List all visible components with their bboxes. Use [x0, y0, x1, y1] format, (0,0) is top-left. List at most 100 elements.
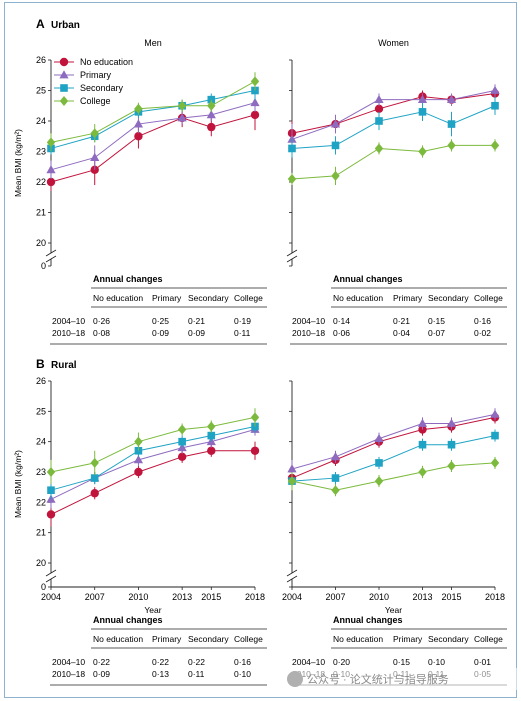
x-tick-label: 2013 [412, 592, 432, 602]
axis-break-mark [286, 255, 298, 263]
figure-frame [4, 2, 517, 698]
data-point [330, 452, 341, 461]
annual-cell: 0·26 [93, 316, 110, 326]
annual-cell: 0·15 [393, 657, 410, 667]
annual-cell: 0·04 [393, 328, 410, 338]
annual-col-header: Primary [152, 634, 182, 644]
annual-row-label: 2010–18 [52, 328, 85, 338]
series-secondary [288, 96, 499, 158]
annual-cell: 0·13 [152, 669, 169, 679]
legend-label: College [80, 96, 111, 106]
axis-break-mark [45, 249, 57, 257]
series-line [291, 462, 496, 491]
y-tick-label: 20 [36, 558, 46, 568]
data-point [446, 94, 457, 104]
y-tick-label-zero: 0 [41, 261, 46, 271]
x-tick-label: 2018 [245, 592, 265, 602]
y-tick-label: 24 [36, 116, 46, 126]
data-point [446, 418, 457, 427]
annual-col-header: No education [333, 293, 383, 303]
data-point [178, 437, 186, 446]
data-point [375, 117, 383, 125]
annual-col-header: No education [93, 293, 143, 303]
annual-cell: 0·16 [234, 657, 251, 667]
data-point [90, 152, 100, 161]
annual-cell: 0·20 [333, 657, 350, 667]
axis-break-mark [286, 575, 298, 583]
annual-cell: 0·02 [474, 328, 491, 338]
series-no-education [46, 99, 260, 192]
annual-cell: 0·22 [152, 657, 169, 667]
data-point [417, 94, 428, 104]
data-point [46, 467, 56, 477]
data-point [90, 489, 99, 498]
annual-changes-title: Annual changes [333, 274, 403, 284]
series-college [287, 456, 500, 497]
annual-cell: 0·21 [393, 316, 410, 326]
panel-title: Rural [51, 360, 77, 371]
panel-letter: B [36, 357, 45, 371]
annual-changes-table: Annual changes No education Primary Seconda… [290, 274, 507, 345]
series-primary [287, 84, 500, 155]
data-point [177, 424, 187, 435]
series-line [50, 80, 256, 143]
data-point [330, 119, 341, 128]
annual-changes-title: Annual changes [93, 274, 163, 284]
y-tick-label-zero: 0 [41, 582, 46, 592]
data-point [447, 460, 456, 471]
annual-row-label: 2004–10 [292, 657, 325, 667]
annual-col-header: College [474, 293, 503, 303]
data-point [490, 85, 500, 94]
data-point [134, 132, 143, 141]
series-no-education [287, 411, 500, 488]
wechat-icon [287, 671, 303, 687]
data-point [491, 431, 499, 440]
series-college [46, 72, 260, 152]
annual-changes-table: Annual changes No education Primary Seconda… [50, 615, 267, 686]
data-point [490, 409, 500, 418]
y-tick-label: 26 [36, 55, 46, 65]
data-point [47, 486, 55, 494]
x-tick-label: 2007 [325, 592, 345, 602]
watermark: 公众号 · 论文统计与指导服务 [287, 668, 517, 690]
data-point [46, 510, 56, 519]
annual-cell: 0·16 [474, 316, 491, 326]
data-point [207, 431, 216, 440]
data-point [331, 474, 340, 482]
data-point [374, 94, 384, 104]
annual-changes-table: Annual changes No education Primary Seconda… [50, 274, 267, 345]
series-no-education [46, 441, 260, 527]
series-line [50, 102, 256, 171]
data-point [90, 457, 99, 468]
legend-marker [59, 70, 69, 79]
y-tick-label: 23 [36, 147, 46, 157]
data-point [46, 177, 56, 187]
data-point [207, 446, 216, 455]
annual-cell: 0·22 [93, 657, 110, 667]
data-point [418, 467, 427, 477]
series-secondary [47, 81, 259, 155]
y-tick-label: 21 [36, 528, 46, 538]
y-tick-label: 21 [36, 208, 46, 218]
data-point [206, 110, 216, 119]
facet-title: Women [378, 38, 409, 48]
annual-col-header: Secondary [428, 634, 469, 644]
legend-label: Primary [80, 70, 111, 80]
annual-row-label: 2010–18 [52, 669, 85, 679]
y-tick-label: 20 [36, 238, 46, 248]
data-point [374, 433, 384, 443]
data-point [287, 134, 297, 143]
annual-col-header: College [234, 634, 263, 644]
data-point [418, 146, 427, 157]
series-line [50, 450, 255, 515]
annual-cell: 0·10 [234, 669, 251, 679]
data-point [491, 101, 499, 110]
y-tick-label: 24 [36, 437, 46, 447]
x-axis-label: Year [385, 605, 402, 615]
data-point [447, 440, 456, 449]
annual-col-header: College [234, 293, 263, 303]
x-tick-label: 2004 [41, 592, 61, 602]
data-point [374, 143, 384, 154]
series-line [50, 429, 256, 500]
